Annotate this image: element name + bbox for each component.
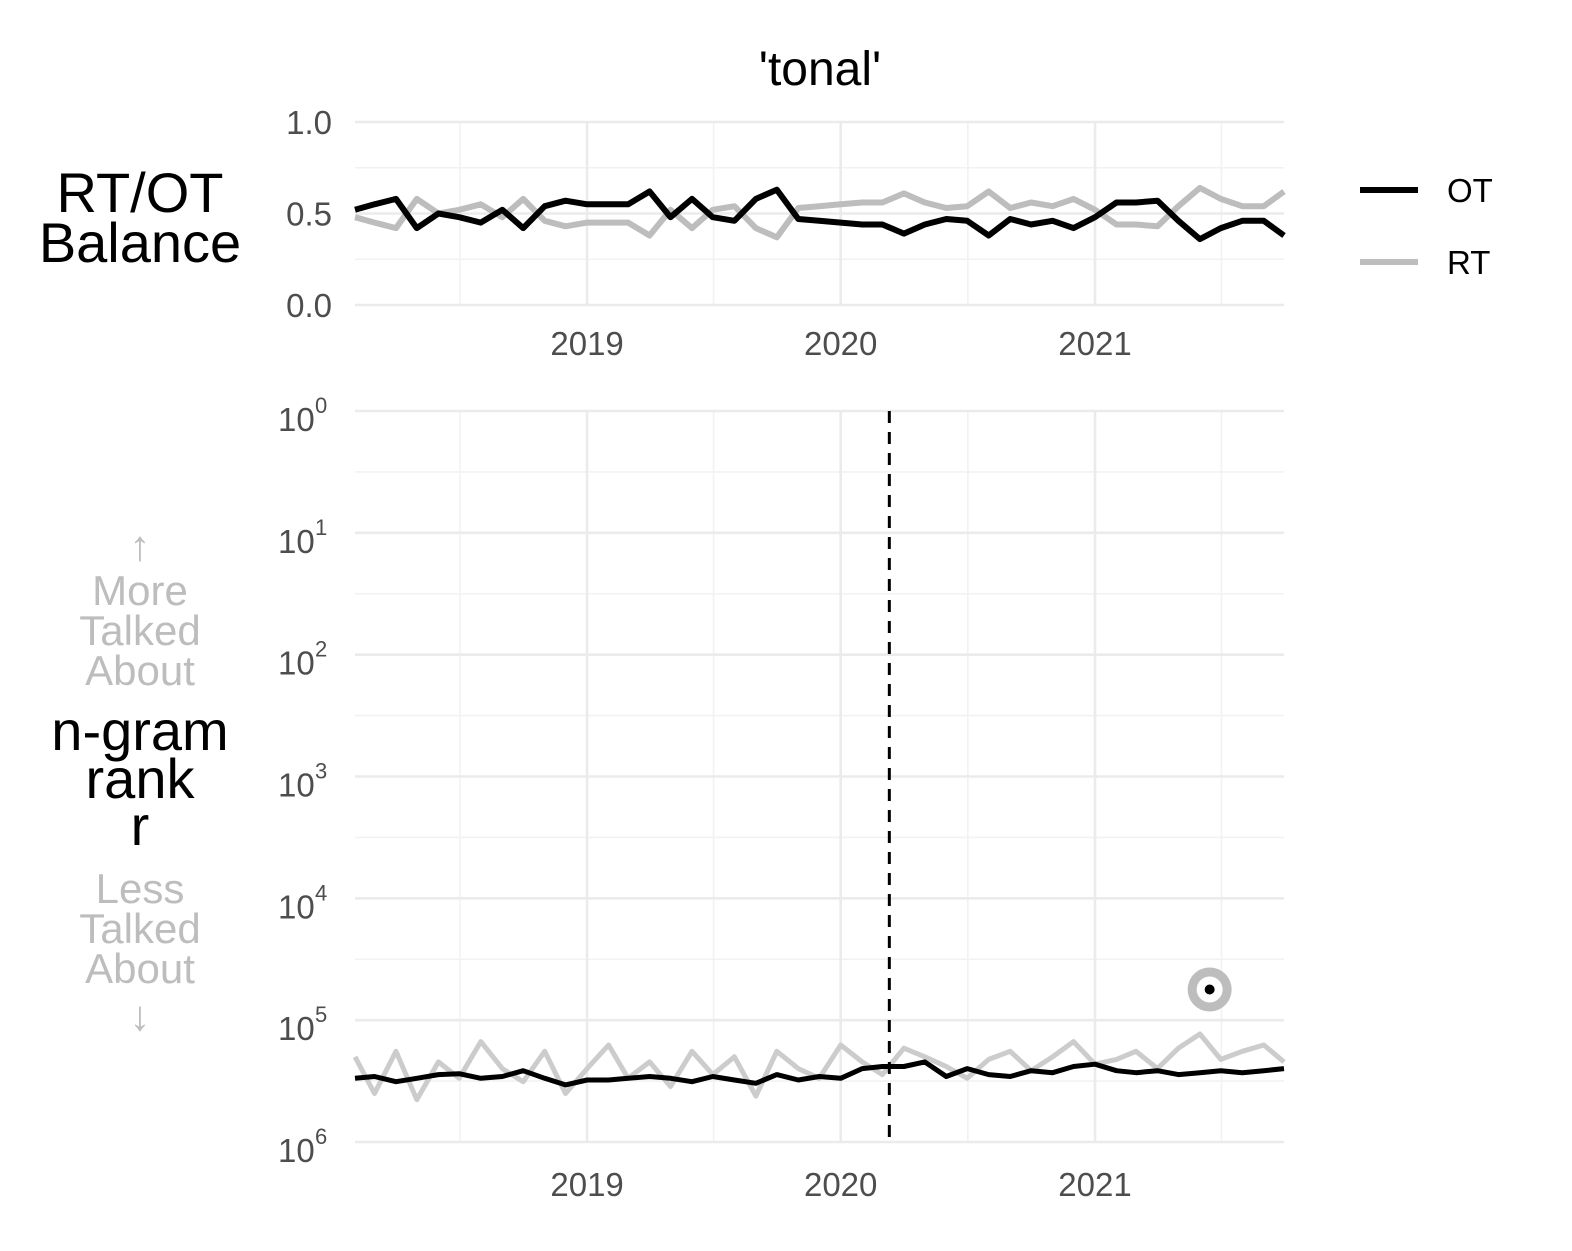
top-series-rt: [354, 184, 1286, 241]
bottom-x-tick-label: 2019: [550, 1166, 623, 1203]
bottom-y-tick-label: 10: [278, 401, 315, 438]
bottom-series-lines: [352, 1031, 1286, 1103]
less-about-label: About: [85, 945, 195, 992]
top-y-tick-label: 0.0: [286, 287, 332, 324]
top-series-ot: [354, 186, 1286, 243]
less-label: Less: [96, 865, 185, 912]
bottom-y-tick-exponent: 6: [315, 1124, 327, 1149]
bottom-y-tick-label: 10: [278, 767, 315, 804]
bottom-x-tick-label: 2021: [1058, 1166, 1131, 1203]
bottom-series-ot: [354, 1059, 1285, 1088]
more-arrow: ↑: [130, 522, 151, 569]
top-y-tick-labels: 0.0 0.5 1.0: [286, 104, 332, 324]
bottom-highlight-point: [1187, 967, 1232, 1012]
chart-title: 'tonal': [759, 43, 881, 96]
top-y-tick-label: 0.5: [286, 196, 332, 233]
bottom-y-tick-exponent: 5: [315, 1002, 327, 1027]
bottom-ylabel-line-3: r: [131, 794, 150, 857]
legend: OT RT: [1360, 172, 1493, 281]
top-x-tick-label: 2020: [804, 325, 877, 362]
top-ylabel-line-1: RT/OT: [57, 161, 224, 224]
more-about-label: About: [85, 647, 195, 694]
more-talked-label: Talked: [79, 607, 200, 654]
more-label: More: [92, 567, 188, 614]
bottom-y-tick-exponent: 0: [315, 393, 327, 418]
bottom-y-tick-exponent: 2: [315, 637, 327, 662]
top-y-tick-label: 1.0: [286, 104, 332, 141]
bottom-y-tick-exponent: 3: [315, 759, 327, 784]
bottom-ylabel-line-2: rank: [86, 747, 196, 810]
top-x-tick-label: 2019: [550, 325, 623, 362]
bottom-x-tick-label: 2020: [804, 1166, 877, 1203]
highlight-dot: [1204, 984, 1215, 995]
legend-label-rt: RT: [1447, 244, 1490, 281]
less-arrow: ↓: [130, 992, 151, 1039]
bottom-y-tick-label: 10: [278, 888, 315, 925]
bottom-y-tick-label: 10: [278, 1132, 315, 1169]
bottom-y-tick-label: 10: [278, 1010, 315, 1047]
less-talked-label: Talked: [79, 905, 200, 952]
bottom-series-rt: [352, 1031, 1286, 1103]
bottom-major-gridlines: [355, 409, 1284, 1144]
bottom-ylabel-line-1: n-gram: [51, 699, 228, 762]
top-x-tick-label: 2021: [1058, 325, 1131, 362]
top-x-tick-labels: 2019 2020 2021: [550, 325, 1131, 362]
top-ylabel-line-2: Balance: [39, 211, 241, 274]
bottom-y-tick-label: 10: [278, 523, 315, 560]
top-series-lines: [354, 184, 1286, 243]
bottom-y-tick-label: 10: [278, 645, 315, 682]
top-major-gridlines: [355, 120, 1284, 307]
bottom-y-tick-exponent: 4: [315, 880, 327, 905]
legend-label-ot: OT: [1447, 172, 1493, 209]
bottom-y-tick-exponent: 1: [315, 515, 327, 540]
bottom-x-tick-labels: 2019 2020 2021: [550, 1166, 1131, 1203]
